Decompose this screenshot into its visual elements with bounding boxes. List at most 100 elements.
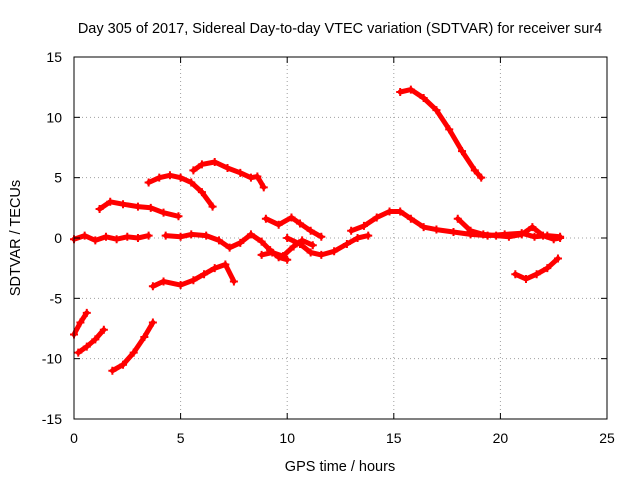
data-point [445,125,454,134]
x-tick-label: 20 [493,430,509,446]
x-axis-label: GPS time / hours [285,459,395,475]
data-point [306,226,315,235]
data-point [470,166,479,175]
data-point [210,157,219,166]
axis-ticks: 0 5 10 15 20 25 -15 -10 -5 0 5 10 15 [42,49,615,446]
data-point [492,231,501,240]
data-point [187,178,196,187]
data-point [347,226,356,235]
data-point [246,230,255,239]
data-point [189,276,198,285]
data-point [261,214,270,223]
data-point [521,275,530,284]
x-tick-label: 10 [279,430,295,446]
chart-title: Day 305 of 2017, Sidereal Day-to-day VTE… [78,21,602,37]
data-point [155,173,164,182]
series-arc-14 [453,214,565,244]
x-tick-label: 15 [386,430,402,446]
data-point [353,234,362,242]
series-arc-11 [257,236,317,261]
data-point [223,164,232,173]
series-line [75,327,107,356]
series-arc-6 [144,171,217,211]
data-point [359,221,368,230]
x-tick-label: 25 [599,430,615,446]
series-arc-5 [95,197,183,221]
data-point [268,248,277,257]
data-point [101,232,110,241]
data-point [106,197,115,206]
y-tick-label: 10 [46,109,62,125]
series-line [348,209,563,240]
data-point [174,212,183,221]
data-point [140,332,149,341]
data-point [202,231,211,240]
y-tick-label: 5 [54,170,62,186]
data-point [528,223,537,232]
data-point [453,214,462,223]
data-point [458,147,467,156]
data-point [80,231,89,240]
series-line [397,87,484,181]
data-point [123,232,132,241]
series-arc-10 [261,213,326,241]
data-point [511,270,520,279]
data-point [532,270,541,279]
data-point [229,277,238,286]
data-point [95,205,104,214]
data-point [148,282,157,291]
data-point [197,160,206,169]
data-point [306,248,315,257]
data-point [91,236,100,245]
data-point [539,231,548,240]
data-point [274,220,283,229]
x-tick-label: 5 [177,430,185,446]
data-point [236,168,245,177]
data-point [295,240,304,249]
data-point [208,202,217,211]
data-point [530,232,539,241]
x-tick-label: 0 [70,430,78,446]
data-point [82,342,91,351]
data-point [74,348,83,357]
data-point [82,308,91,317]
data-point [253,172,262,181]
data-point [317,250,326,259]
data-point [549,235,558,244]
data-point [317,232,326,241]
series-arc-7 [148,260,238,291]
data-point [159,277,168,286]
data-point [295,219,304,228]
data-point [148,318,157,327]
data-point [236,238,245,247]
data-point [76,318,85,327]
series-arc-16 [511,254,562,284]
data-point [257,237,266,246]
data-point [342,240,351,249]
data-point [372,213,381,222]
data-point [146,203,155,212]
data-point [161,231,170,240]
data-point [133,234,142,242]
data-point [210,264,219,273]
y-axis-label: SDTVAR / TECUs [8,180,24,296]
data-point [385,207,394,216]
data-point [197,188,206,197]
data-point [556,234,565,242]
data-point [176,281,185,290]
data-point [283,255,292,264]
data-point [504,232,513,241]
data-point [108,366,117,375]
series-arc-12 [283,231,373,259]
y-tick-label: 0 [54,230,62,246]
data-point [289,242,298,251]
data-point [119,200,128,209]
data-point [187,230,196,239]
series-arc-15 [396,85,486,182]
data-point [133,202,142,211]
data-point [432,106,441,115]
data-point [176,232,185,241]
data-point [225,243,234,252]
data-point [91,335,100,344]
